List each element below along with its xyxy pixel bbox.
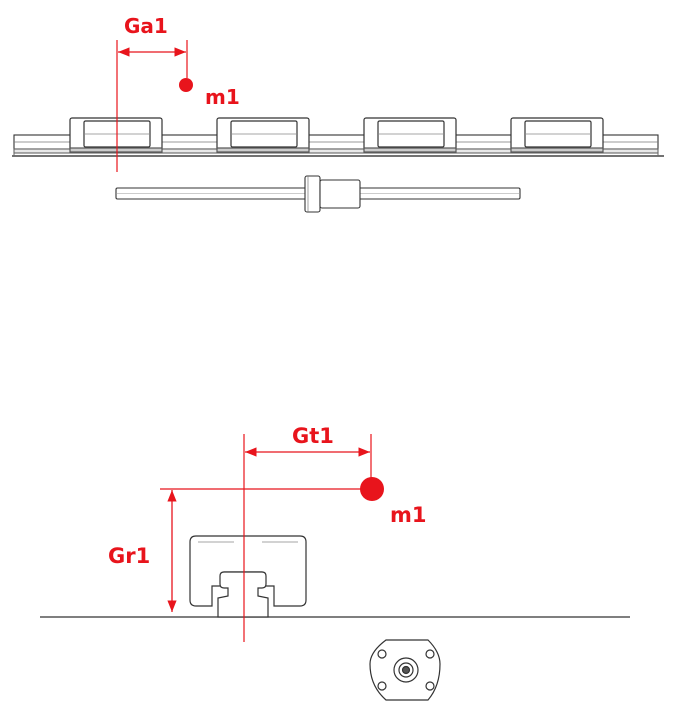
side-mass-point-icon xyxy=(360,477,384,501)
linear-rail xyxy=(13,134,659,154)
ball-screw xyxy=(115,175,521,213)
carriage-4 xyxy=(510,117,604,153)
ball-screw-nut xyxy=(304,175,321,213)
top-view: Ga1 m1 xyxy=(12,14,664,213)
top-mass-label: m1 xyxy=(205,85,240,109)
carriage-3 xyxy=(363,117,457,153)
mass-point-icon xyxy=(179,78,193,92)
carriage-2 xyxy=(216,117,310,153)
flange-nut-icon xyxy=(369,639,441,701)
gr1-label: Gr1 xyxy=(108,544,150,568)
side-mass-label: m1 xyxy=(390,503,427,527)
rail-profile xyxy=(217,571,269,618)
side-view: Gt1 Gr1 m1 xyxy=(40,424,630,701)
carriage-1 xyxy=(69,117,163,153)
gt1-label: Gt1 xyxy=(292,424,334,448)
ga1-label: Ga1 xyxy=(124,14,168,38)
